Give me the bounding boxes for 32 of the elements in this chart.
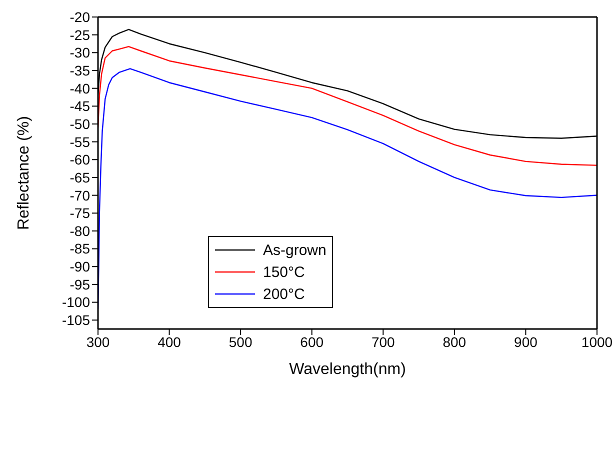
x-tick-label: 900: [514, 334, 538, 350]
x-tick-label: 600: [300, 334, 324, 350]
y-tick-label: -30: [70, 44, 90, 61]
y-tick-label: -105: [62, 312, 90, 328]
y-axis-title: Reflectance (%): [16, 116, 33, 230]
y-tick-label: -70: [70, 187, 90, 204]
y-tick-label: -40: [70, 80, 90, 96]
x-tick-label: 700: [371, 334, 396, 350]
legend-label: As-grown: [263, 242, 326, 258]
y-tick-label: -65: [70, 169, 90, 186]
y-tick-label: -45: [70, 98, 90, 114]
y-tick-label: -95: [70, 276, 90, 292]
x-tick-label: 400: [158, 334, 182, 350]
legend-label: 200°C: [263, 286, 305, 302]
y-tick-label: -100: [62, 294, 90, 310]
y-tick-label: -85: [70, 240, 90, 257]
x-tick-label: 800: [442, 334, 466, 350]
line-series: [98, 46, 597, 166]
y-tick-label: -20: [70, 8, 90, 25]
y-tick-label: -60: [70, 152, 90, 168]
y-tick-label: -25: [70, 26, 90, 43]
x-tick-label: 1000: [581, 334, 613, 350]
legend-label: 150°C: [263, 264, 305, 280]
y-tick-label: -50: [70, 116, 90, 132]
y-tick-label: -75: [70, 205, 90, 222]
y-tick-label: -80: [70, 222, 90, 239]
y-tick-label: -55: [70, 134, 90, 150]
x-tick-label: 500: [228, 334, 252, 350]
x-tick-label: 300: [86, 334, 110, 350]
y-tick-label: -90: [70, 258, 90, 275]
x-axis-title: Wavelength(nm): [289, 361, 406, 378]
y-tick-label: -35: [70, 62, 90, 78]
